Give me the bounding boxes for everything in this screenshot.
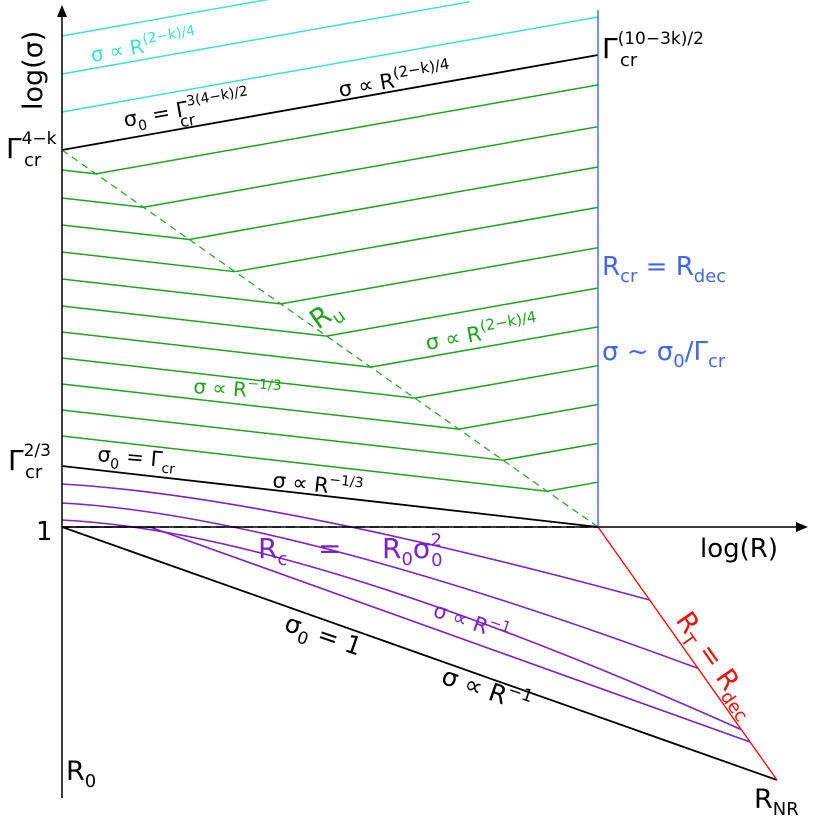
y-axis-label: log(σ) <box>18 31 49 110</box>
green-line-left <box>61 435 548 492</box>
x-axis-label: log(R) <box>700 534 778 564</box>
purple-line <box>61 483 650 601</box>
green-line-left <box>61 357 415 399</box>
green-line-right <box>95 84 599 175</box>
green-line-right <box>414 364 599 399</box>
green-line-right <box>546 481 599 492</box>
green-line-left <box>61 383 459 430</box>
black-mid-slope-label: σ ∝ R−1/3 <box>271 466 364 501</box>
green-lines <box>61 84 599 492</box>
green-line-right <box>326 287 599 337</box>
green-line-right <box>458 403 599 430</box>
green-line-left <box>61 305 327 337</box>
y-tick-gamma-top: Γ(10−3k)/2 cr <box>602 29 704 71</box>
y-tick-gamma-2-3: Γ2/3 cr <box>8 441 51 483</box>
purple-lines <box>61 483 751 743</box>
x-origin-label: R0 <box>66 756 96 792</box>
cyan-lines <box>61 0 599 113</box>
ru-dashed-line <box>61 149 599 528</box>
rt-rdec-line <box>597 526 778 781</box>
cyan-line <box>61 0 270 37</box>
sigma-sim-label: σ ~ σ0/Γcr <box>602 337 726 372</box>
green-slope-left-label: σ ∝ R−1/3 <box>193 372 282 404</box>
green-line-left <box>61 409 504 461</box>
rcr-rdec-label: Rcr = Rdec <box>602 252 726 287</box>
green-line-left <box>61 278 281 305</box>
black-line-mid <box>61 465 599 528</box>
y-tick-gamma-4mk: Γ4−k cr <box>6 129 57 171</box>
y-axis-arrow <box>57 5 67 17</box>
rt-rdec-label: RT = Rdec <box>665 606 764 726</box>
green-line-left <box>61 224 190 241</box>
green-line-left <box>61 169 97 175</box>
green-line-left <box>61 251 236 273</box>
cyan-line <box>61 16 599 113</box>
x-axis-arrow <box>796 522 808 532</box>
purple-line <box>61 502 699 670</box>
green-line-right <box>280 246 599 305</box>
green-line-right <box>370 326 599 368</box>
sigma0-top-label: σ0 = Γ3(4−k)/2cr <box>121 83 252 141</box>
purple-slope-label: σ ∝ R−1 <box>430 594 513 646</box>
green-line-left <box>61 197 144 209</box>
x-end-label: RNR <box>754 784 799 820</box>
green-line-right <box>234 206 599 273</box>
green-line-right <box>189 166 599 241</box>
rc-equation-label: Rc = R0σ2 0 <box>258 530 443 571</box>
black-top-slope-label: σ ∝ R(2−k)/4 <box>336 55 453 102</box>
sigma0-one-label: σ0 = 1 <box>279 608 366 667</box>
cyan-line <box>61 0 471 75</box>
purple-line-low <box>149 526 751 743</box>
green-line-left <box>61 331 371 368</box>
sigma0-gamma-label: σ0 = Γcr <box>96 442 177 478</box>
green-line-right <box>502 442 599 461</box>
green-line-right <box>143 125 599 209</box>
black-low-slope-label: σ ∝ R−1 <box>438 658 535 718</box>
black-line-top <box>61 54 599 151</box>
black-line-bottom <box>61 526 778 781</box>
y-tick-one: 1 <box>36 517 53 547</box>
